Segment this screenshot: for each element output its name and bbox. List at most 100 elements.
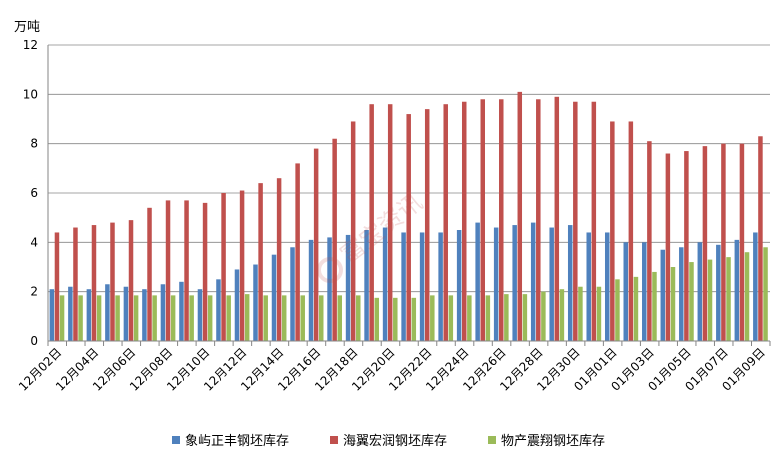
bar bbox=[438, 232, 443, 341]
y-tick-label: 8 bbox=[30, 137, 38, 151]
bar bbox=[226, 295, 231, 341]
bar bbox=[221, 193, 226, 341]
bar bbox=[276, 178, 282, 341]
bar bbox=[263, 295, 268, 341]
bar bbox=[105, 284, 110, 341]
bar bbox=[406, 114, 411, 341]
bar bbox=[604, 232, 610, 341]
bars bbox=[49, 91, 768, 342]
bar bbox=[197, 289, 203, 341]
y-tick-label: 6 bbox=[30, 186, 38, 200]
bar bbox=[517, 91, 523, 342]
bar bbox=[318, 295, 324, 341]
bar bbox=[300, 295, 305, 341]
bar bbox=[480, 99, 485, 342]
y-tick-label: 12 bbox=[23, 38, 38, 52]
bar bbox=[689, 262, 694, 341]
legend-label: 海翼宏润钢坯库存 bbox=[343, 433, 447, 449]
bar bbox=[734, 239, 740, 341]
bar bbox=[133, 295, 139, 341]
bar bbox=[337, 295, 342, 341]
bar bbox=[128, 220, 134, 341]
bar bbox=[549, 227, 554, 341]
bar bbox=[68, 286, 73, 341]
y-tick-label: 10 bbox=[23, 87, 38, 101]
bar bbox=[364, 230, 369, 341]
bar bbox=[142, 289, 147, 341]
bar bbox=[697, 242, 703, 341]
bar bbox=[369, 104, 374, 341]
bar bbox=[461, 101, 467, 341]
bar bbox=[313, 148, 319, 341]
bar bbox=[189, 295, 194, 341]
bar bbox=[78, 295, 83, 341]
bar bbox=[332, 138, 337, 341]
bar bbox=[123, 286, 129, 341]
bar bbox=[59, 295, 65, 341]
bar bbox=[411, 297, 417, 341]
bar bbox=[424, 109, 430, 341]
bar bbox=[91, 225, 97, 341]
bar bbox=[628, 121, 634, 341]
bar bbox=[726, 257, 731, 341]
watermark-text: 富宝资讯 bbox=[335, 188, 428, 269]
bar bbox=[578, 286, 583, 341]
bar bbox=[152, 295, 157, 341]
bar bbox=[345, 234, 351, 341]
bar bbox=[586, 232, 591, 341]
bar bbox=[179, 281, 184, 341]
bar bbox=[393, 297, 398, 341]
bar bbox=[665, 153, 671, 341]
y-tick-label: 0 bbox=[30, 334, 38, 348]
bar bbox=[401, 232, 406, 341]
bar bbox=[54, 232, 60, 341]
bar bbox=[559, 289, 565, 341]
y-tick-label: 4 bbox=[30, 235, 38, 249]
bar bbox=[642, 242, 647, 341]
bar bbox=[387, 104, 393, 341]
bar bbox=[430, 295, 435, 341]
bar bbox=[633, 276, 639, 341]
legend-label: 象屿正丰钢坯库存 bbox=[185, 433, 289, 449]
bar bbox=[670, 267, 676, 341]
bar bbox=[281, 295, 287, 341]
bar bbox=[763, 247, 768, 341]
bar bbox=[623, 242, 628, 341]
bar bbox=[541, 291, 546, 341]
bar bbox=[684, 151, 689, 341]
bar bbox=[86, 289, 92, 341]
bar bbox=[660, 249, 666, 341]
bar bbox=[110, 222, 115, 341]
bar bbox=[652, 271, 657, 341]
bar bbox=[702, 146, 708, 341]
bar bbox=[530, 222, 536, 341]
bar bbox=[170, 295, 176, 341]
bar bbox=[207, 295, 213, 341]
bar bbox=[615, 279, 620, 341]
bar bbox=[512, 225, 517, 341]
bar bbox=[308, 239, 314, 341]
bar bbox=[327, 237, 332, 341]
bar bbox=[499, 99, 504, 342]
bar bbox=[758, 136, 763, 341]
bar bbox=[374, 297, 380, 341]
bar bbox=[647, 141, 652, 341]
y-tick-label: 2 bbox=[30, 285, 38, 299]
bar bbox=[504, 294, 509, 341]
bar bbox=[165, 200, 171, 341]
bar bbox=[596, 286, 602, 341]
bar bbox=[591, 101, 597, 341]
bar bbox=[356, 295, 361, 341]
bar bbox=[147, 207, 152, 341]
bar bbox=[244, 294, 250, 341]
legend-label: 物产震翔钢坯库存 bbox=[501, 433, 605, 449]
bar bbox=[721, 143, 726, 341]
legend: 象屿正丰钢坯库存 海翼宏润钢坯库存 物产震翔钢坯库存 bbox=[172, 433, 605, 449]
bar bbox=[493, 227, 499, 341]
bar bbox=[96, 295, 102, 341]
bar bbox=[485, 295, 491, 341]
bar bbox=[382, 227, 388, 341]
bar bbox=[419, 232, 425, 341]
bar bbox=[554, 96, 560, 341]
y-axis-unit-label: 万吨 bbox=[14, 20, 40, 35]
